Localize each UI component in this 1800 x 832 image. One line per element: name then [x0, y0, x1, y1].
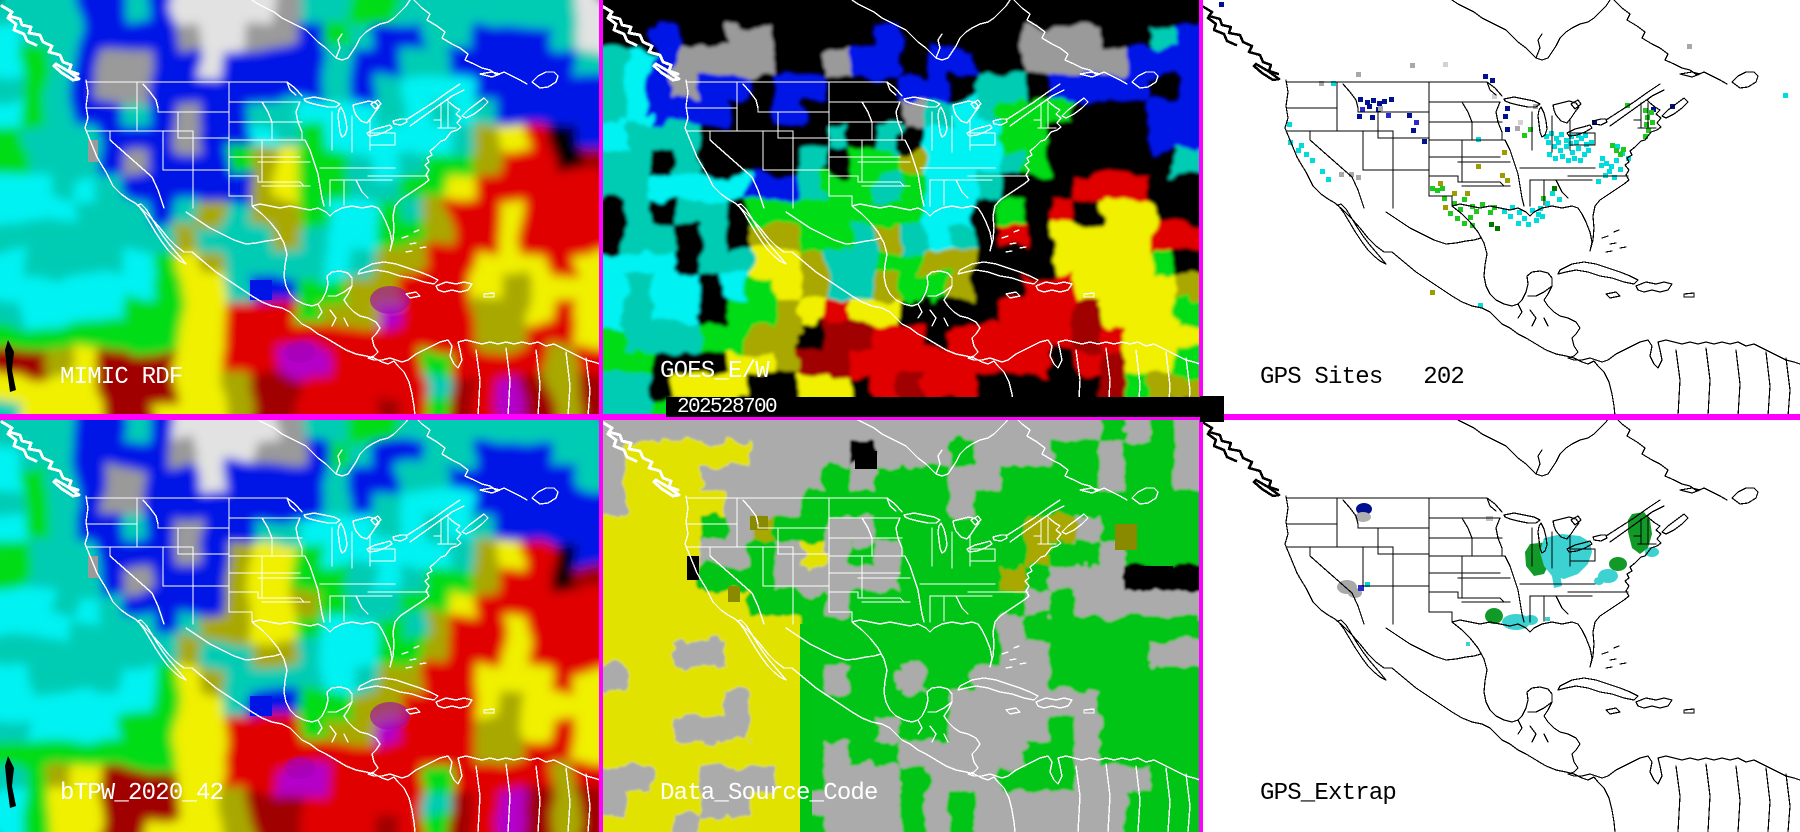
svg-text:GOES_E/W: GOES_E/W — [660, 358, 770, 385]
svg-text:bTPW_2020_42: bTPW_2020_42 — [60, 780, 223, 807]
svg-text:Data_Source_Code: Data_Source_Code — [660, 780, 878, 807]
svg-text:MIMIC RDF: MIMIC RDF — [60, 364, 182, 391]
svg-text:GPS_Extrap: GPS_Extrap — [1260, 780, 1396, 807]
svg-text:GPS Sites 202: GPS Sites 202 — [1260, 364, 1464, 391]
